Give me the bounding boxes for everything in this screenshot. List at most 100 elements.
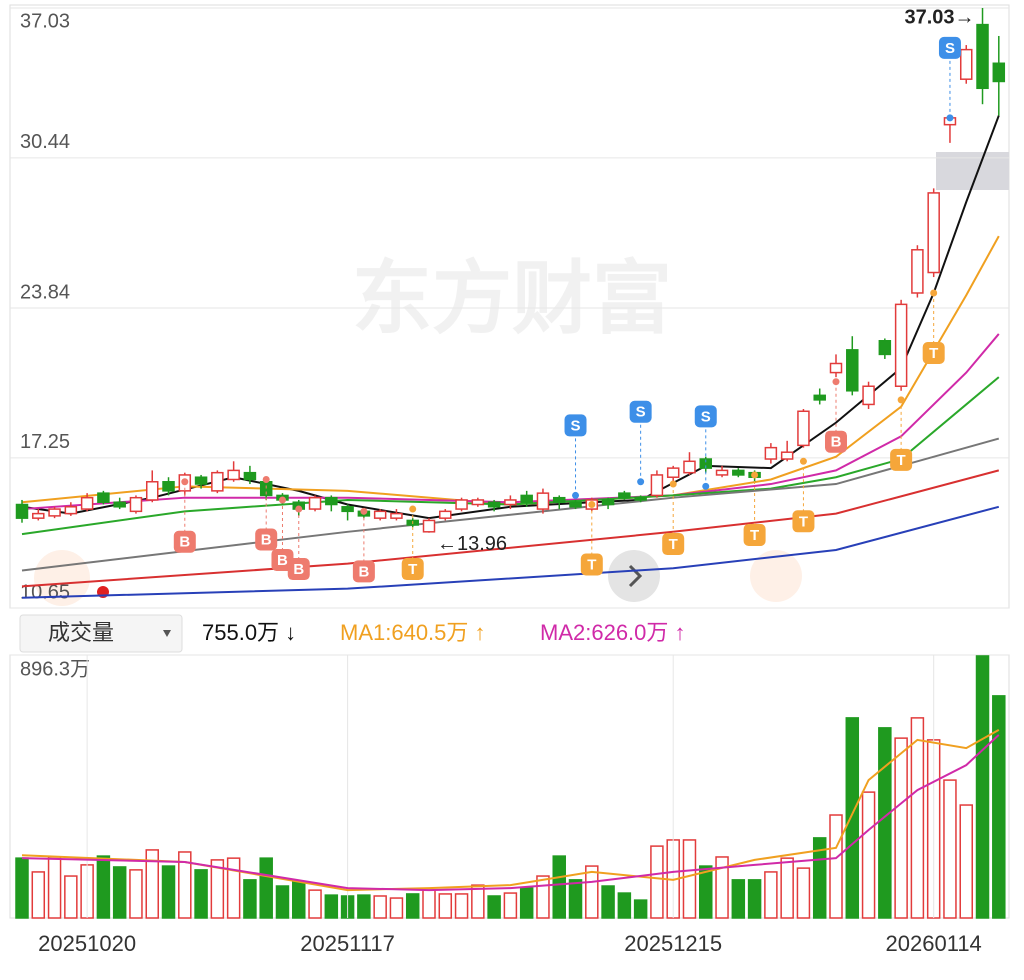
candle-body — [64, 506, 78, 515]
x-tick-label: 20251215 — [624, 931, 722, 956]
signal-badge — [564, 414, 587, 437]
volume-bar — [519, 887, 534, 919]
candle-body — [976, 23, 989, 90]
candle-body — [162, 481, 175, 492]
candle-body — [373, 510, 387, 519]
volume-bar — [161, 865, 176, 919]
volume-bar — [226, 857, 241, 919]
volume-bar — [764, 871, 778, 919]
volume-bar — [308, 889, 322, 919]
volume-bar — [471, 884, 485, 919]
volume-ma — [21, 729, 1000, 892]
candle-body — [650, 474, 664, 497]
volume-bar — [259, 857, 273, 919]
signal-text: T — [669, 536, 678, 553]
volume-bar — [194, 869, 208, 919]
volume-bar — [601, 885, 615, 919]
candle-body — [194, 476, 208, 485]
candle-body — [878, 340, 892, 356]
signal-point — [930, 289, 938, 297]
volume-bar — [796, 867, 811, 919]
indicator-select[interactable] — [19, 614, 183, 653]
candle-body — [471, 499, 485, 506]
signal-badge — [694, 405, 717, 428]
signal-text: T — [750, 527, 759, 544]
candle-body — [846, 349, 859, 392]
volume-bar — [96, 855, 111, 919]
volume-bar — [454, 893, 469, 919]
signal-badge — [580, 553, 603, 576]
volume-bar — [405, 893, 420, 919]
min-annotation: ←13.96 — [437, 533, 507, 555]
candle-body — [211, 471, 224, 492]
candle-body — [764, 446, 778, 460]
volume-bar — [389, 897, 404, 919]
signal-badge — [401, 558, 424, 581]
candle-body — [797, 410, 810, 447]
candle-body — [569, 501, 582, 508]
candle-body — [992, 62, 1006, 83]
signal-text: B — [358, 563, 369, 580]
max-annotation: 37.03→ — [904, 6, 974, 28]
y-tick-label: 37.03 — [20, 10, 70, 32]
candle-body — [422, 519, 436, 533]
signal-text: S — [636, 404, 646, 421]
volume-bar — [650, 845, 664, 919]
signal-text: T — [799, 513, 808, 530]
candle-body — [618, 492, 631, 499]
signal-badge — [743, 523, 766, 546]
watermark: 东方财富 — [352, 254, 672, 343]
x-tick-label: 20251020 — [38, 931, 136, 956]
candle-body — [97, 492, 110, 503]
volume-bar — [812, 837, 827, 919]
candle-body — [732, 469, 745, 476]
y-tick-label: 23.84 — [20, 281, 70, 303]
volume-bar — [503, 892, 518, 919]
signal-badge — [352, 560, 375, 583]
volume-bar — [31, 871, 46, 919]
signal-badge — [825, 430, 847, 453]
signal-point — [832, 378, 840, 386]
signal-text: B — [293, 561, 304, 578]
candle-body — [927, 192, 940, 274]
candle-body — [666, 467, 680, 478]
signal-point — [409, 505, 417, 513]
volume-bar — [324, 894, 339, 919]
signal-point — [702, 482, 710, 490]
signal-point — [897, 396, 905, 404]
candle-body — [129, 496, 143, 513]
volume-bar — [112, 866, 127, 919]
signal-badge — [792, 510, 815, 533]
volume-bar — [243, 879, 257, 919]
volume-bar — [747, 879, 762, 919]
zoom[interactable] — [750, 550, 802, 602]
volume-bar — [210, 859, 225, 919]
candle-body — [227, 469, 240, 481]
volume-bar — [438, 893, 453, 919]
nav-next-icon — [628, 564, 643, 588]
candle-body — [829, 362, 843, 374]
volume-bar — [731, 879, 746, 919]
volume-bar — [845, 717, 860, 919]
volume-bar — [275, 885, 290, 919]
candle-body — [911, 249, 924, 294]
signal-point — [295, 505, 303, 513]
signal-text: T — [929, 345, 938, 362]
volume-bar — [178, 851, 192, 919]
volume-bar — [422, 889, 436, 919]
signal-text: B — [831, 434, 842, 451]
signal-point — [278, 496, 286, 504]
nav-next[interactable] — [608, 550, 660, 602]
candle-body — [341, 506, 354, 513]
candle-body — [601, 499, 615, 506]
signal-point — [588, 501, 596, 509]
signal-point — [799, 457, 807, 465]
candle-body — [683, 460, 696, 474]
signal-text: S — [571, 417, 581, 434]
candle-body — [439, 510, 452, 519]
volume-bar — [568, 879, 583, 919]
volume-bar — [943, 779, 957, 919]
candle-body — [780, 451, 794, 460]
volume-bar — [894, 737, 908, 919]
volume-bar — [633, 899, 648, 919]
